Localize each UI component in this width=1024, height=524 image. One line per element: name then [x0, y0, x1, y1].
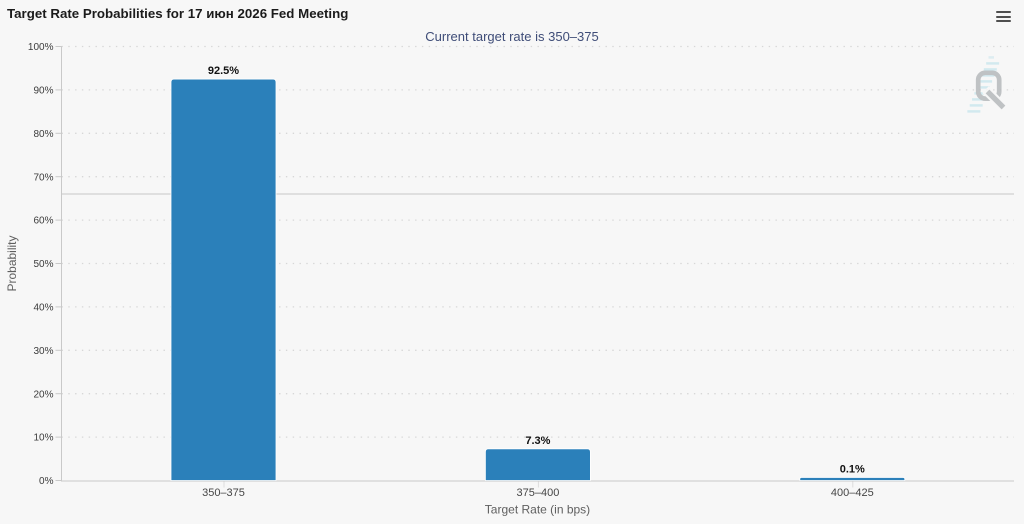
y-tick-label: 40% [33, 303, 53, 314]
y-tick-label: 90% [33, 86, 53, 97]
chart-context-menu-button[interactable] [994, 11, 1014, 22]
bar-data-label: 7.3% [525, 435, 550, 447]
x-category-label: 400–425 [831, 487, 874, 499]
y-tick-label: 10% [33, 433, 53, 444]
y-tick-label: 20% [33, 389, 53, 400]
x-category-label: 350–375 [202, 487, 245, 499]
hamburger-icon [996, 15, 1011, 18]
x-category-label: 375–400 [516, 487, 559, 499]
watermark-q-tail [985, 89, 1006, 110]
bar-data-label: 0.1% [840, 464, 865, 476]
quikstrike-watermark-icon [967, 56, 1007, 113]
bar-data-label: 92.5% [208, 65, 239, 77]
bar-2[interactable] [485, 448, 591, 481]
y-tick-label: 80% [33, 129, 53, 140]
bar-1[interactable] [170, 78, 277, 481]
y-tick-label: 0% [39, 476, 54, 487]
y-tick-label: 60% [33, 216, 53, 227]
y-tick-label: 30% [33, 346, 53, 357]
chart-subtitle: Current target rate is 350–375 [425, 29, 599, 44]
y-tick-label: 100% [28, 42, 54, 53]
y-tick-label: 50% [33, 259, 53, 270]
y-axis-title: Probability [5, 235, 19, 291]
bar-3[interactable] [799, 477, 906, 481]
hamburger-icon [996, 20, 1011, 22]
x-axis-title: Target Rate (in bps) [485, 503, 590, 517]
hamburger-icon [996, 11, 1011, 13]
chart-title: Target Rate Probabilities for 17 июн 202… [7, 6, 349, 21]
y-tick-label: 70% [33, 172, 53, 183]
